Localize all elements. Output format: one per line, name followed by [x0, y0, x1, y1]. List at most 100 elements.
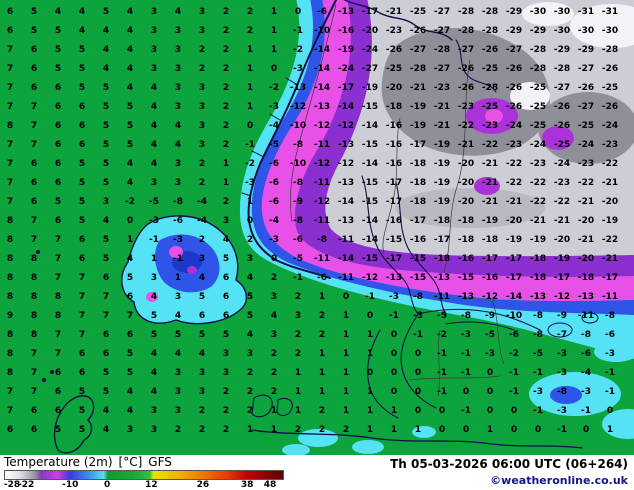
temp-value: 4: [127, 387, 133, 397]
temp-value: 2: [319, 406, 325, 416]
temp-value: -13: [338, 178, 354, 188]
temp-value: 2: [199, 64, 205, 74]
temp-value: -28: [458, 26, 474, 36]
temp-value: 5: [103, 254, 109, 264]
temp-value: 4: [79, 26, 85, 36]
temp-value: 0: [439, 406, 445, 416]
copyright-link[interactable]: ©weatheronline.co.uk: [490, 474, 628, 487]
temp-value: 4: [103, 406, 109, 416]
temp-value: 4: [103, 216, 109, 226]
temp-value: 2: [247, 235, 253, 245]
temp-value: 3: [151, 425, 157, 435]
colorbar-tick-labels: -28 -22 -10 0 12 26 38 48: [4, 480, 284, 490]
temp-value: -16: [386, 121, 402, 131]
coastlines: [35, 0, 599, 454]
temp-value: -12: [314, 121, 330, 131]
temp-value: 4: [175, 121, 181, 131]
temp-value: -6: [173, 216, 183, 226]
temp-value: -26: [554, 102, 570, 112]
temp-value: -13: [458, 292, 474, 302]
temp-value: 8: [7, 254, 13, 264]
temp-value: 0: [271, 64, 277, 74]
temp-value: 3: [175, 26, 181, 36]
temp-value: -6: [509, 330, 519, 340]
temp-value: -18: [434, 216, 450, 226]
temp-value: 3: [247, 254, 253, 264]
temp-value: 5: [79, 178, 85, 188]
temp-value: 5: [79, 45, 85, 55]
temp-value: 8: [31, 311, 37, 321]
temp-value: -26: [602, 64, 618, 74]
temp-value: -26: [386, 45, 402, 55]
temp-value: 3: [199, 7, 205, 17]
temp-value: -11: [314, 254, 330, 264]
temp-value: -11: [338, 235, 354, 245]
temp-value: 1: [391, 406, 397, 416]
temp-value: 1: [367, 387, 373, 397]
temp-value: 0: [391, 387, 397, 397]
temp-value: 6: [79, 235, 85, 245]
temp-value: 2: [223, 387, 229, 397]
temp-value: -25: [482, 102, 498, 112]
temp-value: -18: [458, 235, 474, 245]
temp-value: -2: [125, 197, 135, 207]
temp-value: -17: [362, 7, 378, 17]
purple-pocket-3: [474, 177, 500, 195]
temp-value: 1: [415, 425, 421, 435]
temp-value: -5: [149, 197, 159, 207]
temp-value: -8: [317, 235, 327, 245]
temp-value: -21: [530, 216, 546, 226]
temp-value: -1: [557, 425, 567, 435]
temp-value: -28: [554, 64, 570, 74]
temp-value: -30: [602, 26, 618, 36]
temp-value: 2: [247, 368, 253, 378]
temp-value: -3: [485, 349, 495, 359]
map-canvas: 6 5 4 4 5 4 3 4 3 2 2 1 0 -6 -13 -17 -21 -25 -27 -28 -28 -29-…: [0, 0, 634, 455]
iceland: [121, 215, 247, 325]
temp-value: 9: [7, 311, 13, 321]
temp-value: 6: [55, 121, 61, 131]
temp-value: 0: [127, 216, 133, 226]
temp-value: 1: [319, 387, 325, 397]
temp-value: 6: [7, 7, 13, 17]
temp-value: 5: [103, 7, 109, 17]
temp-value: -26: [554, 121, 570, 131]
temp-value: 4: [127, 45, 133, 55]
magenta-pocket: [485, 109, 503, 123]
temp-value: 7: [7, 387, 13, 397]
temp-value: 3: [199, 121, 205, 131]
temp-value: 4: [175, 349, 181, 359]
temp-value: -14: [314, 64, 330, 74]
temp-value: 1: [247, 64, 253, 74]
temp-value: 5: [151, 311, 157, 321]
temp-value: -19: [434, 159, 450, 169]
colorbar-tick: 12: [145, 480, 158, 490]
temp-value: -9: [293, 197, 303, 207]
temp-value: 8: [31, 254, 37, 264]
temp-value: 6: [55, 159, 61, 169]
temp-value: 1: [151, 254, 157, 264]
temp-value: 6: [223, 273, 229, 283]
temp-value: 2: [295, 292, 301, 302]
temp-value: 2: [319, 330, 325, 340]
temp-value: 0: [295, 7, 301, 17]
temp-value: 2: [247, 387, 253, 397]
temp-value: 4: [199, 349, 205, 359]
temp-value: 2: [199, 45, 205, 55]
temp-value: -22: [602, 235, 618, 245]
temp-value: 3: [247, 349, 253, 359]
temp-value: 4: [271, 311, 277, 321]
temp-value: -1: [533, 406, 543, 416]
temp-value: -13: [314, 102, 330, 112]
temp-value: 0: [535, 425, 541, 435]
temp-value: -3: [557, 406, 567, 416]
temp-value: 3: [151, 406, 157, 416]
temp-value: 6: [127, 330, 133, 340]
temp-value: -28: [434, 45, 450, 55]
temp-value: -26: [482, 45, 498, 55]
temp-value: -18: [530, 273, 546, 283]
temp-value: -19: [410, 121, 426, 131]
temp-value: -15: [362, 197, 378, 207]
temp-value: 0: [247, 121, 253, 131]
temp-value: -14: [338, 197, 354, 207]
